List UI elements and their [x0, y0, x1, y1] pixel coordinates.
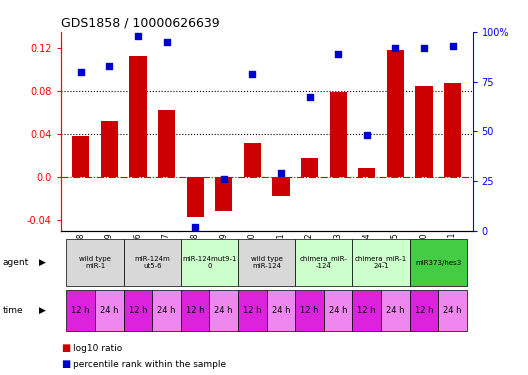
Bar	[238, 239, 295, 286]
Point	[305, 94, 314, 100]
Point	[363, 132, 371, 138]
Point	[277, 170, 285, 176]
Bar	[72, 136, 89, 177]
Text: 24 h: 24 h	[444, 306, 462, 315]
Bar	[329, 92, 347, 177]
Text: 24 h: 24 h	[100, 306, 119, 315]
Point	[420, 45, 428, 51]
Text: 24 h: 24 h	[386, 306, 404, 315]
Bar	[295, 239, 353, 286]
Bar	[324, 290, 353, 331]
Point	[77, 69, 85, 75]
Bar	[95, 290, 124, 331]
Bar	[381, 290, 410, 331]
Bar	[124, 239, 181, 286]
Bar	[124, 290, 152, 331]
Text: time: time	[3, 306, 23, 315]
Text: wild type
miR-124: wild type miR-124	[251, 256, 282, 269]
Bar	[129, 56, 147, 177]
Point	[191, 224, 200, 230]
Text: ▶: ▶	[39, 258, 45, 267]
Point	[105, 63, 114, 69]
Text: 12 h: 12 h	[300, 306, 319, 315]
Bar	[101, 121, 118, 177]
Bar	[410, 290, 438, 331]
Bar	[267, 290, 295, 331]
Text: chimera_miR-
-124: chimera_miR- -124	[300, 256, 348, 269]
Text: 12 h: 12 h	[186, 306, 204, 315]
Bar	[410, 239, 467, 286]
Bar	[272, 177, 289, 196]
Text: wild type
miR-1: wild type miR-1	[79, 256, 111, 269]
Point	[248, 70, 257, 76]
Text: ▶: ▶	[39, 306, 45, 315]
Bar	[386, 50, 404, 177]
Bar	[186, 177, 204, 217]
Point	[334, 51, 342, 57]
Text: 12 h: 12 h	[357, 306, 376, 315]
Bar	[438, 290, 467, 331]
Bar	[416, 86, 432, 177]
Bar	[358, 168, 375, 177]
Bar	[244, 142, 261, 177]
Text: agent: agent	[3, 258, 29, 267]
Text: miR-124m
ut5-6: miR-124m ut5-6	[134, 256, 170, 269]
Text: 24 h: 24 h	[329, 306, 347, 315]
Bar	[181, 239, 238, 286]
Point	[391, 45, 400, 51]
Bar	[444, 84, 461, 177]
Point	[220, 176, 228, 182]
Bar	[353, 290, 381, 331]
Text: miR373/hes3: miR373/hes3	[415, 260, 461, 266]
Bar	[67, 290, 95, 331]
Bar	[301, 158, 318, 177]
Bar	[210, 290, 238, 331]
Text: 24 h: 24 h	[272, 306, 290, 315]
Text: 24 h: 24 h	[214, 306, 233, 315]
Text: GDS1858 / 10000626639: GDS1858 / 10000626639	[61, 16, 219, 29]
Text: 24 h: 24 h	[157, 306, 176, 315]
Text: miR-124mut9-1
0: miR-124mut9-1 0	[182, 256, 237, 269]
Point	[162, 39, 171, 45]
Point	[448, 43, 457, 49]
Text: chimera_miR-1
24-1: chimera_miR-1 24-1	[355, 256, 407, 269]
Bar	[181, 290, 210, 331]
Text: percentile rank within the sample: percentile rank within the sample	[73, 360, 226, 369]
Bar	[67, 239, 124, 286]
Bar	[152, 290, 181, 331]
Bar	[158, 110, 175, 177]
Bar	[295, 290, 324, 331]
Bar	[215, 177, 232, 211]
Text: 12 h: 12 h	[129, 306, 147, 315]
Text: ■: ■	[61, 343, 70, 353]
Text: 12 h: 12 h	[414, 306, 433, 315]
Bar	[238, 290, 267, 331]
Point	[134, 33, 142, 39]
Bar	[353, 239, 410, 286]
Text: log10 ratio: log10 ratio	[73, 344, 122, 352]
Text: ■: ■	[61, 359, 70, 369]
Text: 12 h: 12 h	[71, 306, 90, 315]
Text: 12 h: 12 h	[243, 306, 261, 315]
